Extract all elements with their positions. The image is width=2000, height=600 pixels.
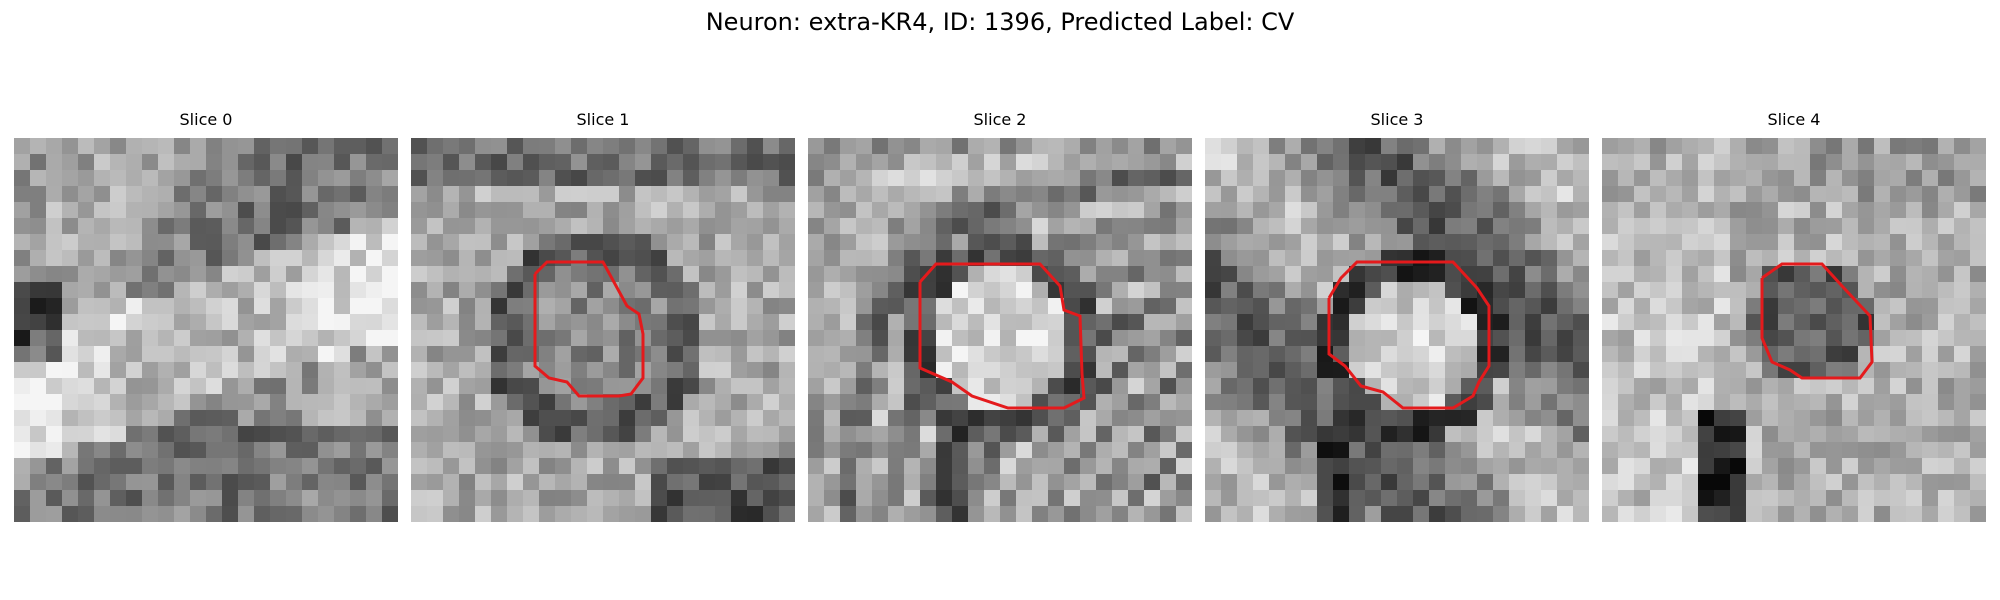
slice-panel-3: Slice 3 — [1205, 108, 1589, 522]
slice-title: Slice 3 — [1370, 110, 1424, 129]
slice-image — [411, 138, 795, 522]
slice-title: Slice 4 — [1767, 110, 1821, 129]
slice-panel-2: Slice 2 — [808, 108, 1192, 522]
slice-title: Slice 2 — [973, 110, 1027, 129]
segmentation-outline — [918, 262, 1086, 410]
slice-panel-0: Slice 0 — [14, 108, 398, 522]
slice-panel-4: Slice 4 — [1602, 108, 1986, 522]
slice-image — [1205, 138, 1589, 522]
slice-image — [14, 138, 398, 522]
segmentation-outline — [1760, 262, 1874, 380]
slice-image — [808, 138, 1192, 522]
segmentation-outline — [1327, 260, 1491, 410]
segmentation-outline — [533, 260, 645, 398]
figure-title: Neuron: extra-KR4, ID: 1396, Predicted L… — [705, 8, 1295, 36]
slice-title: Slice 0 — [179, 110, 233, 129]
slice-title: Slice 1 — [576, 110, 630, 129]
slice-panel-1: Slice 1 — [411, 108, 795, 522]
slice-image — [1602, 138, 1986, 522]
